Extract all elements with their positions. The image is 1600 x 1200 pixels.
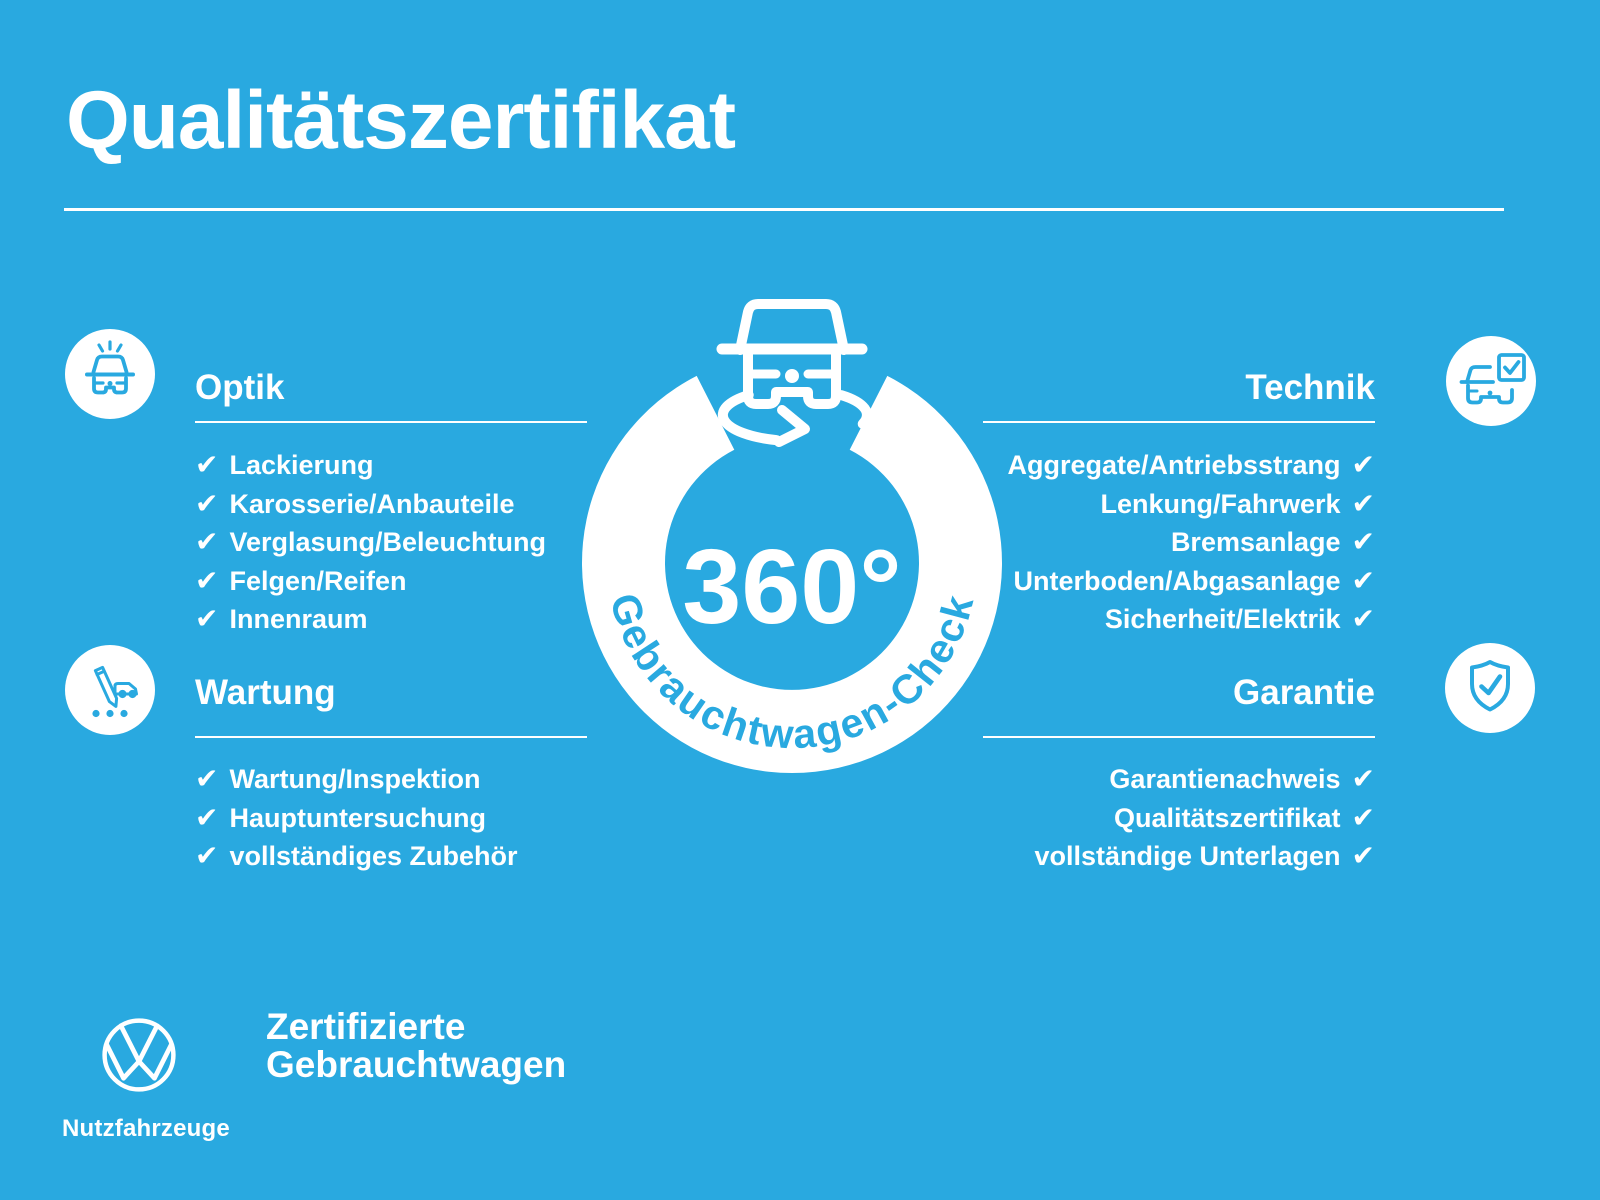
item-label: Innenraum: [229, 604, 368, 634]
check-icon: ✔: [1351, 839, 1375, 872]
check-icon: ✔: [195, 602, 219, 635]
checklist-item: ✔ Innenraum: [195, 600, 546, 639]
title-divider: [64, 208, 1504, 211]
check-icon: ✔: [195, 448, 219, 481]
checklist-wartung: ✔ Wartung/Inspektion ✔ Hauptuntersuchung ✔…: [195, 760, 518, 876]
check-icon: ✔: [195, 486, 219, 520]
section-title-garantie: Garantie: [1233, 673, 1375, 712]
item-label: Garantienachweis: [1109, 764, 1341, 794]
pencil-van-icon: [65, 645, 155, 735]
checklist-item: ✔ Karosserie/Anbauteile: [195, 485, 546, 524]
check-icon: ✔: [1351, 448, 1375, 481]
checklist-optik: ✔ Lackierung ✔ Karosserie/Anbauteile ✔ Verg…: [195, 446, 546, 639]
check-icon: ✔: [1351, 486, 1375, 520]
item-label: Karosserie/Anbauteile: [229, 488, 515, 519]
check-icon: ✔: [195, 800, 219, 834]
checklist-item: ✔ Hauptuntersuchung: [195, 799, 518, 838]
section-divider: [983, 421, 1375, 423]
item-label: Hauptuntersuchung: [229, 802, 486, 833]
item-label: Unterboden/Abgasanlage: [1013, 565, 1341, 596]
item-label: Felgen/Reifen: [229, 565, 407, 596]
checklist-item: ✔ Wartung/Inspektion: [195, 760, 518, 799]
checklist-item: ✔ Felgen/Reifen: [195, 562, 546, 601]
check-icon: ✔: [195, 563, 219, 597]
checklist-item: Sicherheit/Elektrik ✔: [1007, 600, 1375, 639]
page-title: Qualitätszertifikat: [66, 75, 736, 166]
check-icon: ✔: [1351, 563, 1375, 597]
check-icon: ✔: [195, 525, 219, 558]
item-label: Aggregate/Antriebsstrang: [1007, 450, 1341, 480]
checklist-item: ✔ vollständiges Zubehör: [195, 837, 518, 876]
checklist-item: Aggregate/Antriebsstrang ✔: [1007, 446, 1375, 485]
item-label: Verglasung/Beleuchtung: [229, 527, 547, 557]
section-divider: [195, 736, 587, 738]
check-icon: ✔: [195, 762, 219, 795]
car-shine-icon: [65, 329, 155, 419]
item-label: Sicherheit/Elektrik: [1104, 604, 1341, 634]
checklist-item: Unterboden/Abgasanlage ✔: [1007, 562, 1375, 601]
checklist-item: ✔ Verglasung/Beleuchtung: [195, 523, 546, 562]
section-title-optik: Optik: [195, 368, 285, 407]
check-icon: ✔: [1351, 762, 1375, 795]
item-label: Lackierung: [229, 450, 374, 480]
360-check-badge: Gebrauchtwagen-Check 360°: [582, 299, 1002, 774]
item-label: Bremsanlage: [1170, 527, 1341, 557]
checklist-item: Qualitätszertifikat ✔: [1034, 799, 1375, 838]
section-title-technik: Technik: [1245, 368, 1375, 407]
checklist-item: Lenkung/Fahrwerk ✔: [1007, 485, 1375, 524]
checklist-technik: Aggregate/Antriebsstrang ✔ Lenkung/Fahrwe…: [1007, 446, 1375, 639]
checklist-garantie: Garantienachweis ✔ Qualitätszertifikat ✔ v…: [1034, 760, 1375, 876]
degree-label: 360°: [682, 528, 901, 646]
vw-logo: [102, 1018, 176, 1092]
check-icon: ✔: [1351, 525, 1375, 558]
checklist-item: ✔ Lackierung: [195, 446, 546, 485]
item-label: Qualitätszertifikat: [1113, 802, 1341, 833]
tagline: Zertifizierte Gebrauchtwagen: [266, 1008, 566, 1084]
section-divider: [983, 736, 1375, 738]
item-label: Lenkung/Fahrwerk: [1100, 488, 1341, 519]
brand-sub-label: Nutzfahrzeuge: [62, 1115, 230, 1142]
checklist-item: vollständige Unterlagen ✔: [1034, 837, 1375, 876]
check-icon: ✔: [1351, 602, 1375, 635]
shield-check-icon: [1445, 643, 1535, 733]
tagline-line1: Zertifizierte: [266, 1006, 466, 1047]
checklist-item: Garantienachweis ✔: [1034, 760, 1375, 799]
item-label: vollständiges Zubehör: [229, 841, 518, 871]
checklist-item: Bremsanlage ✔: [1007, 523, 1375, 562]
car-rotate-icon: [716, 299, 872, 447]
item-label: vollständige Unterlagen: [1034, 841, 1341, 871]
section-title-wartung: Wartung: [195, 673, 336, 712]
check-icon: ✔: [195, 839, 219, 872]
badge-ring: [582, 375, 1002, 774]
section-divider: [195, 421, 587, 423]
item-label: Wartung/Inspektion: [229, 764, 481, 794]
car-checkbox-icon: [1446, 336, 1536, 426]
tagline-line2: Gebrauchtwagen: [266, 1044, 567, 1085]
check-icon: ✔: [1351, 800, 1375, 834]
